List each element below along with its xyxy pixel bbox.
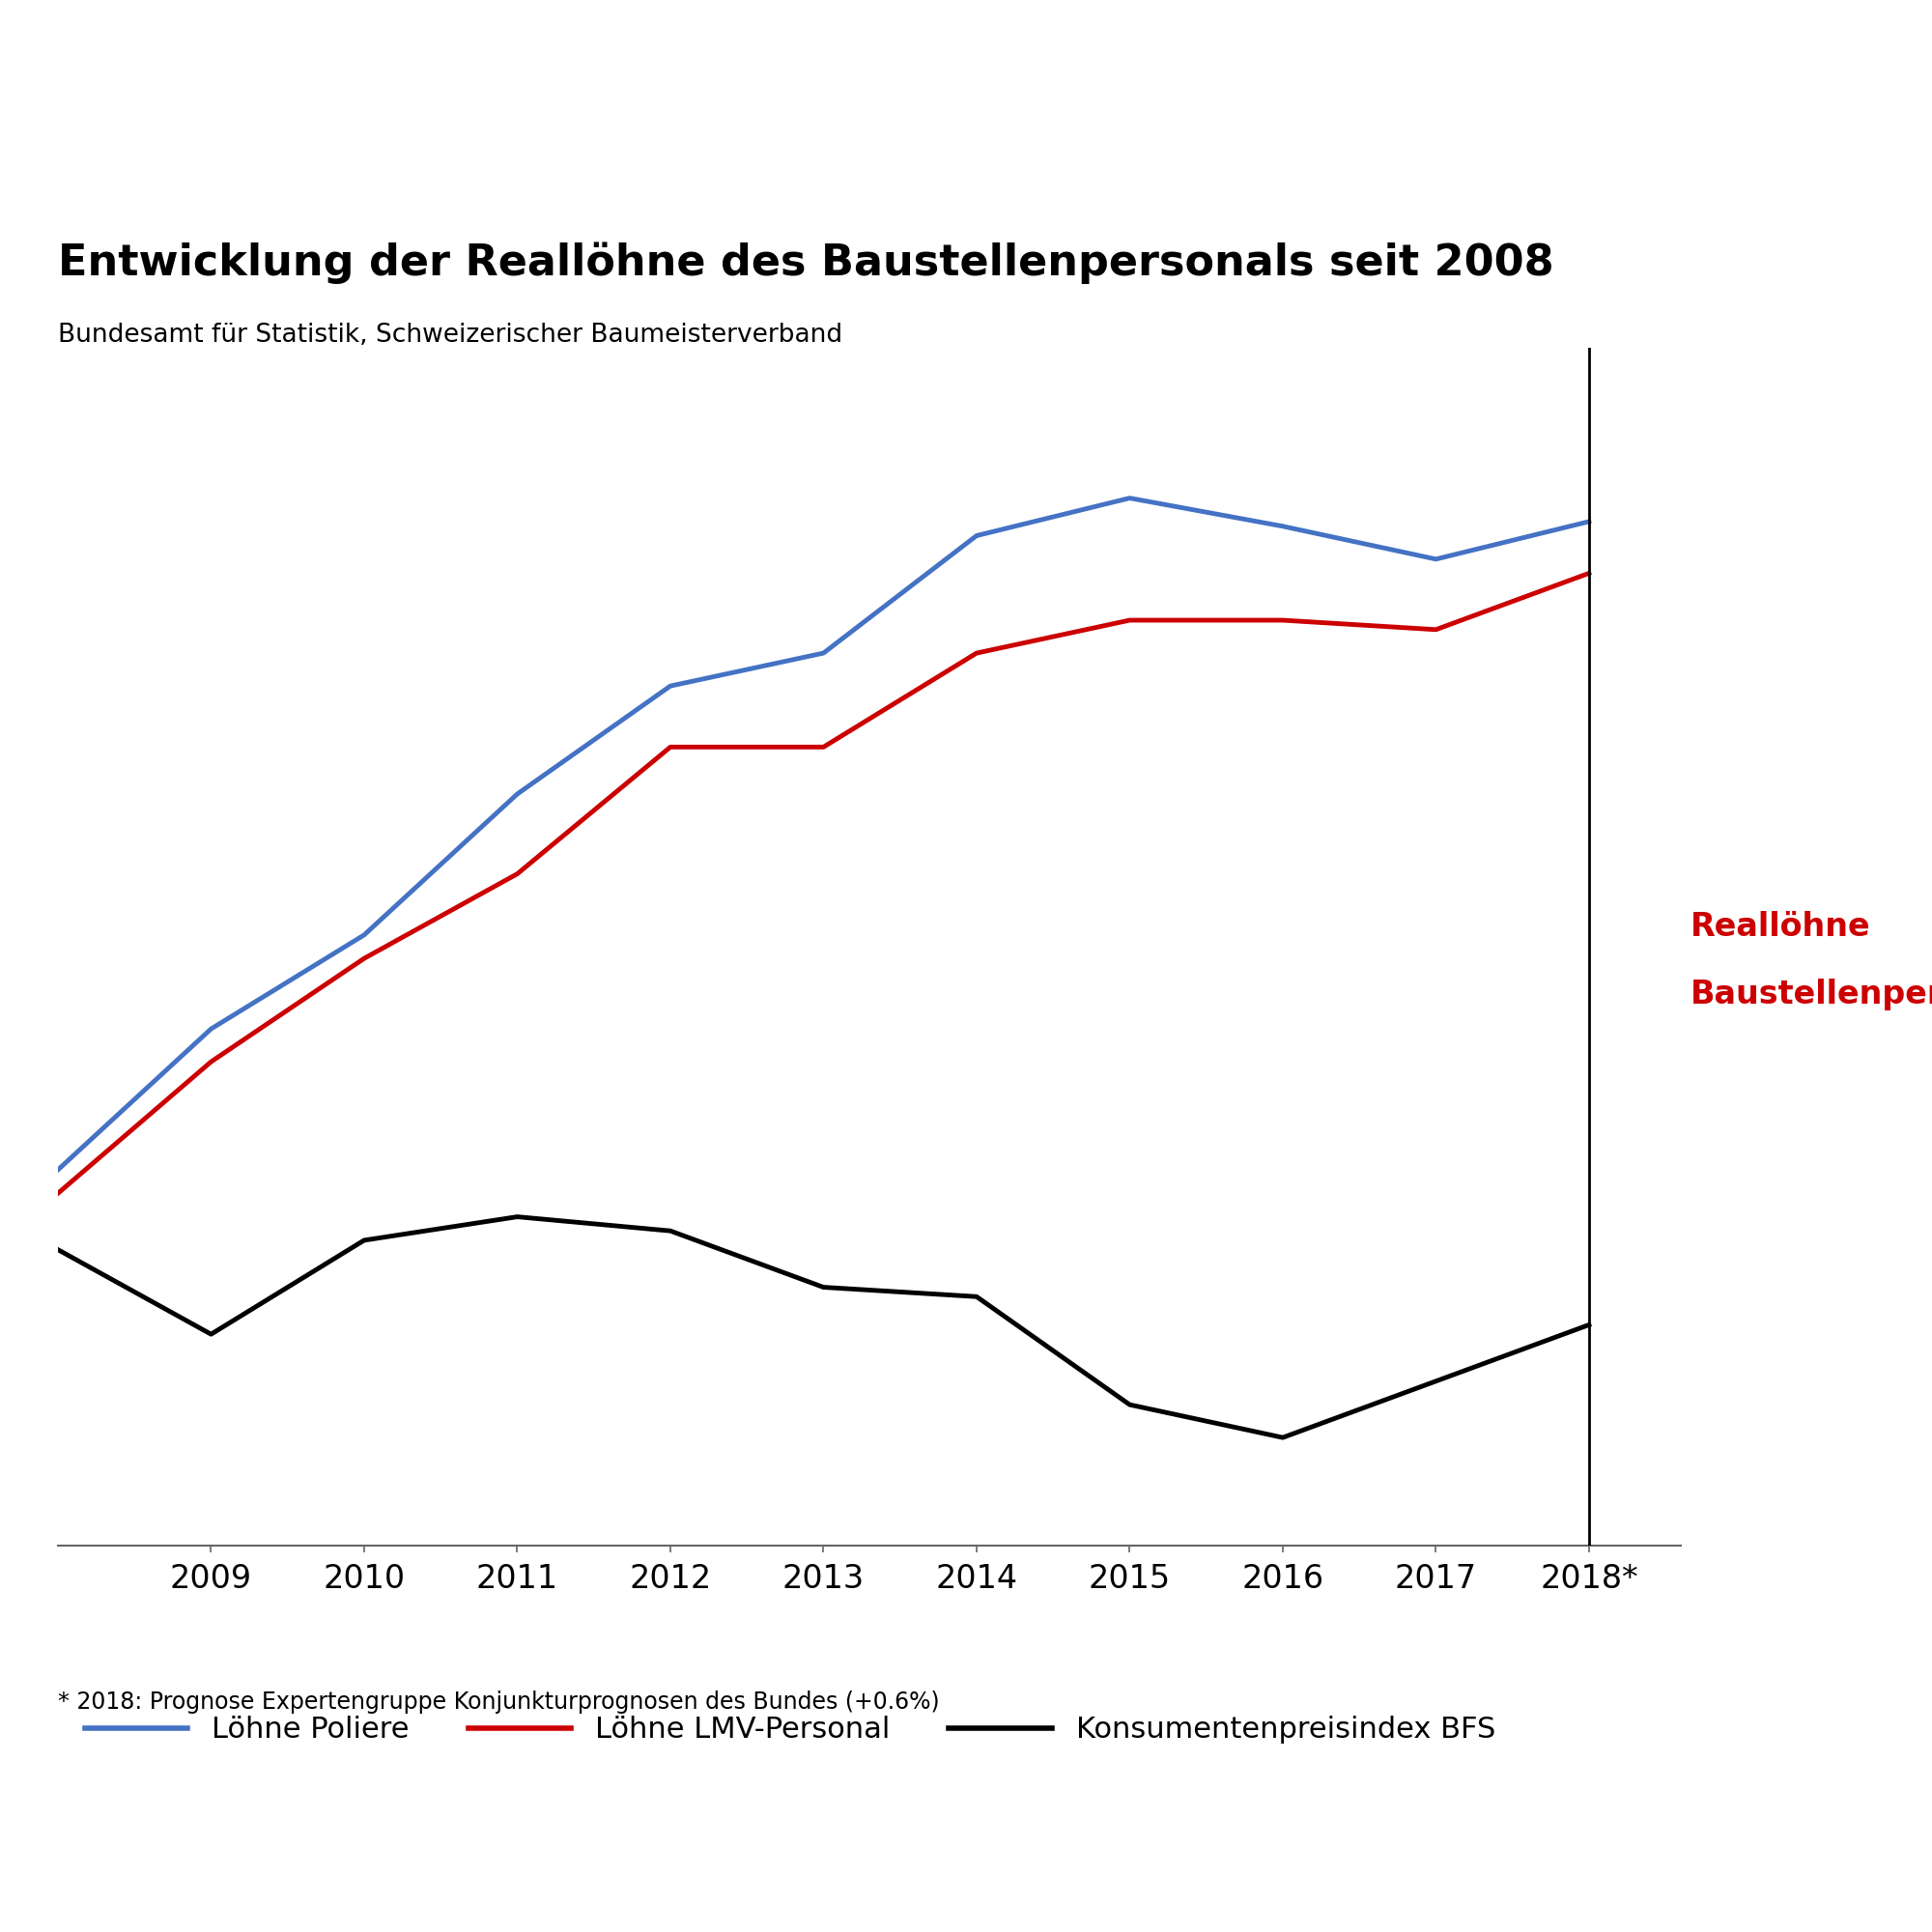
Text: Entwicklung der Reallöhne des Baustellenpersonals seit 2008: Entwicklung der Reallöhne des Baustellen… (58, 242, 1553, 284)
Legend: Löhne Poliere, Löhne LMV-Personal, Konsumentenpreisindex BFS: Löhne Poliere, Löhne LMV-Personal, Konsu… (73, 1704, 1507, 1756)
Text: Bundesamt für Statistik, Schweizerischer Baumeisterverband: Bundesamt für Statistik, Schweizerischer… (58, 323, 842, 348)
Text: Baustellenpersonal: Baustellenpersonal (1690, 980, 1932, 1010)
Text: * 2018: Prognose Expertengruppe Konjunkturprognosen des Bundes (+0.6%): * 2018: Prognose Expertengruppe Konjunkt… (58, 1690, 939, 1714)
Text: Reallöhne: Reallöhne (1690, 912, 1870, 943)
